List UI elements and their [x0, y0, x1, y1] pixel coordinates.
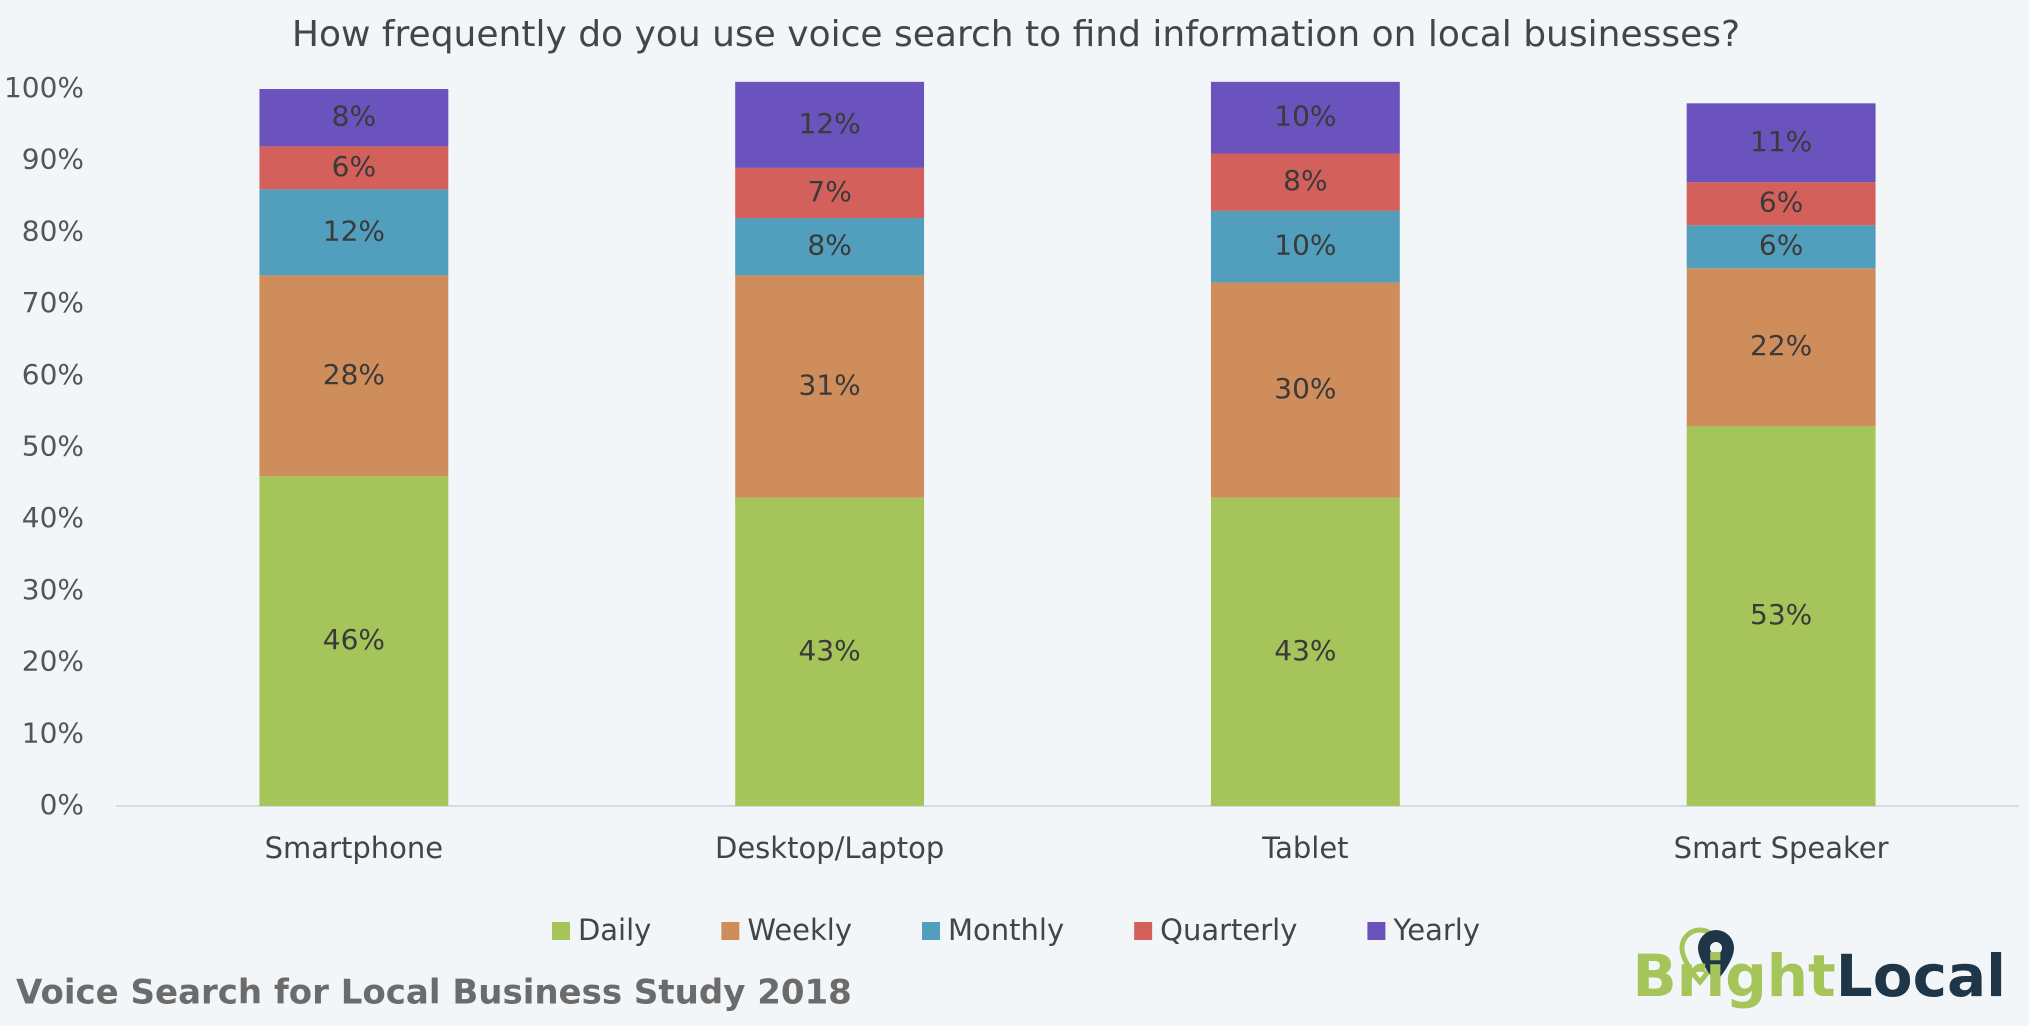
legend-label: Weekly — [747, 913, 852, 947]
bar-segment — [1210, 497, 1400, 806]
data-label: 12% — [799, 107, 861, 140]
data-label: 46% — [323, 623, 385, 656]
data-label: 22% — [1750, 329, 1812, 362]
data-label: 8% — [1283, 164, 1327, 197]
bar-segment — [259, 189, 449, 276]
logo-dot — [1710, 942, 1722, 954]
bar-segment — [735, 275, 925, 498]
y-tick-label: 50% — [22, 430, 84, 463]
bar-segment — [1210, 153, 1400, 211]
data-label: 6% — [332, 150, 376, 183]
logo-text: BrightLocal — [1633, 942, 2006, 1010]
x-tick-label: Smartphone — [265, 831, 443, 865]
data-label: 10% — [1274, 229, 1336, 262]
x-tick-label: Tablet — [1261, 831, 1348, 865]
data-label: 11% — [1750, 125, 1812, 158]
legend-label: Monthly — [948, 913, 1064, 947]
y-tick-label: 70% — [22, 286, 84, 319]
bar-segment — [735, 167, 925, 219]
source-note: Voice Search for Local Business Study 20… — [16, 973, 852, 1013]
y-tick-label: 20% — [22, 645, 84, 678]
bar-segment — [1686, 225, 1876, 269]
data-label: 8% — [332, 100, 376, 133]
legend-swatch — [1367, 922, 1386, 940]
y-tick-label: 40% — [22, 501, 84, 534]
data-label: 53% — [1750, 598, 1812, 631]
legend-swatch — [721, 922, 740, 940]
bar-segment — [1210, 81, 1400, 154]
legend-swatch — [1134, 922, 1153, 940]
bar-segment — [259, 146, 449, 190]
bar-segment — [259, 89, 449, 147]
data-label: 10% — [1274, 100, 1336, 133]
y-tick-label: 80% — [22, 214, 84, 247]
bar-segment — [1686, 103, 1876, 183]
x-tick-label: Smart Speaker — [1674, 831, 1889, 865]
y-tick-label: 10% — [22, 716, 84, 749]
bar-segment — [259, 275, 449, 477]
y-tick-label: 30% — [22, 573, 84, 606]
y-tick-label: 60% — [22, 358, 84, 391]
y-tick-label: 100% — [4, 71, 84, 104]
y-tick-label: 0% — [40, 788, 84, 821]
bar-segment — [1686, 182, 1876, 226]
bar-segment — [735, 218, 925, 276]
logo-pin — [1698, 930, 1734, 982]
data-label: 6% — [1759, 229, 1803, 262]
legend-label: Quarterly — [1160, 913, 1297, 947]
data-label: 8% — [807, 229, 851, 262]
data-label: 7% — [807, 175, 851, 208]
x-tick-label: Desktop/Laptop — [715, 831, 944, 865]
legend-swatch — [922, 922, 941, 940]
data-label: 12% — [323, 214, 385, 247]
bar-segment — [1686, 268, 1876, 426]
data-label: 31% — [799, 369, 861, 402]
chart-title: How frequently do you use voice search t… — [292, 14, 1740, 55]
bar-segment — [735, 497, 925, 806]
data-label: 30% — [1274, 372, 1336, 405]
bar-segment — [1210, 210, 1400, 283]
legend-swatch — [551, 922, 570, 940]
logo-part: Local — [1836, 942, 2006, 1010]
data-label: 43% — [799, 634, 861, 667]
y-tick-label: 90% — [22, 143, 84, 176]
data-label: 28% — [323, 358, 385, 391]
logo-part: Bright — [1633, 942, 1836, 1010]
bar-segment — [259, 476, 449, 806]
legend-label: Yearly — [1392, 913, 1480, 947]
bar-segment — [1686, 425, 1876, 806]
bar-segment — [735, 81, 925, 168]
data-label: 6% — [1759, 186, 1803, 219]
bar-segment — [1210, 282, 1400, 498]
legend-label: Daily — [578, 913, 651, 947]
logo: BrightLocal — [1633, 927, 2006, 1010]
data-label: 43% — [1274, 634, 1336, 667]
